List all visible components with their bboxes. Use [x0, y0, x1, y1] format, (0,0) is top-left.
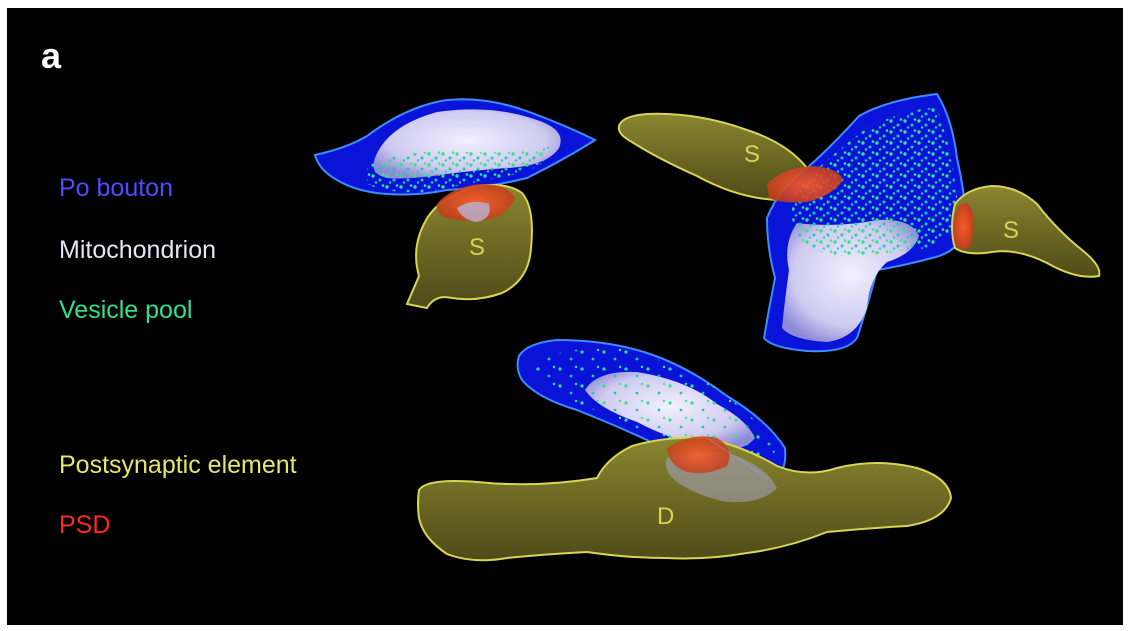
bottom-dendrite [417, 436, 953, 562]
synapse-reconstructions: S S S D [313, 92, 1101, 562]
legend-postsynaptic-element: Postsynaptic element [59, 451, 297, 479]
bottom-psd [667, 436, 730, 474]
legend-psd: PSD [59, 511, 111, 539]
legend-vesicle-pool: Vesicle pool [59, 296, 193, 324]
bottom-postsynaptic-label: D [657, 503, 674, 530]
bottom-synapse-reconstruction: D [417, 338, 953, 562]
left-postsynaptic-label: S [469, 234, 485, 261]
right-spine-lower [951, 184, 1101, 278]
left-synapse-reconstruction: S [313, 98, 598, 310]
legend-mitochondrion: Mitochondrion [59, 236, 217, 264]
panel-letter: a [41, 35, 62, 76]
figure-panel: S S S D a Po bouton Mitochond [7, 8, 1123, 625]
right-postsynaptic-label-lower: S [1003, 217, 1019, 244]
right-psd-upper [767, 166, 843, 203]
right-psd-lower [953, 203, 974, 249]
left-spine [405, 183, 533, 310]
right-postsynaptic-label-upper: S [744, 141, 760, 168]
right-vesicle-pool [792, 108, 957, 256]
legend-po-bouton: Po bouton [59, 174, 173, 202]
right-synapse-reconstruction: S S [617, 92, 1101, 353]
left-vesicle-pool [367, 146, 552, 193]
